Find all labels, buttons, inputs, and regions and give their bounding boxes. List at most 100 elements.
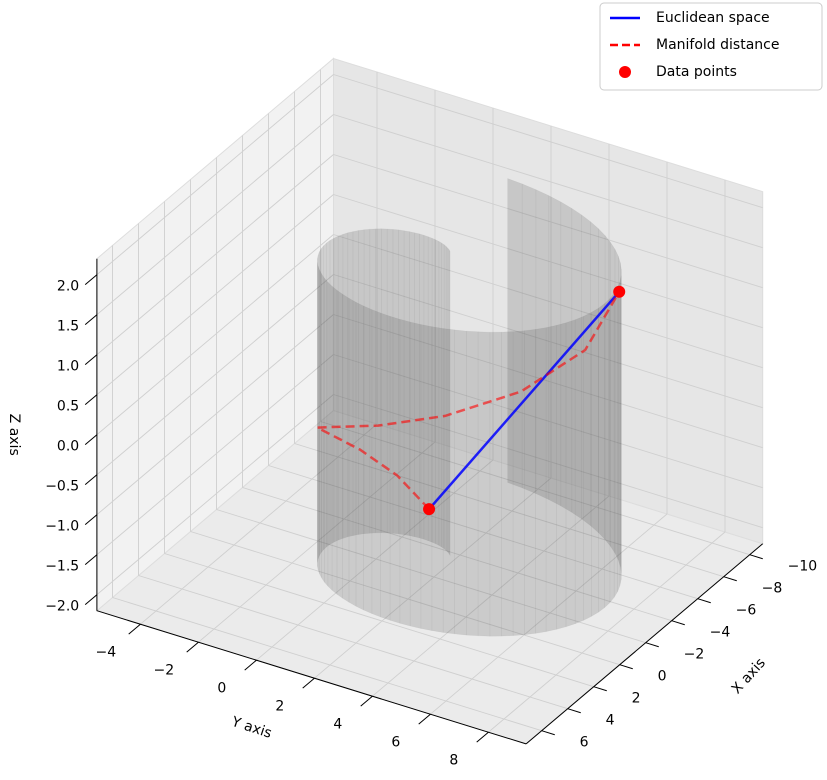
- grid-line: [216, 509, 646, 644]
- surface-facet: [386, 228, 394, 534]
- surface-facet: [619, 275, 622, 586]
- surface-facet: [571, 207, 583, 520]
- x-tick-label: 2: [632, 691, 641, 707]
- surface-facet: [610, 241, 616, 555]
- surface-facet: [604, 234, 611, 548]
- surface-facet: [381, 228, 388, 534]
- surface-facet: [443, 244, 447, 552]
- grid-line: [242, 487, 672, 622]
- surface-facet: [392, 229, 399, 535]
- surface-facet: [320, 244, 324, 554]
- surface-facet: [363, 305, 373, 615]
- surface-facet: [545, 325, 557, 632]
- tick-mark: [84, 594, 98, 605]
- surface-facet: [342, 293, 350, 603]
- surface-facet: [441, 242, 445, 550]
- surface-facet: [333, 235, 339, 543]
- data-point: [423, 503, 436, 516]
- tick-mark: [84, 514, 98, 525]
- surface-facet: [355, 301, 364, 611]
- legend: Euclidean space Manifold distance Data poi…: [599, 2, 823, 91]
- surface-facet: [448, 248, 451, 557]
- grid-line: [333, 154, 763, 289]
- x-tick-label: −6: [736, 603, 757, 619]
- legend-label: Manifold distance: [656, 37, 779, 53]
- surface-facet: [598, 227, 606, 541]
- tick-mark: [541, 730, 555, 736]
- tick-mark: [697, 598, 711, 604]
- surface-facet: [427, 236, 433, 543]
- surface-facet: [431, 237, 437, 545]
- grid-line: [488, 531, 726, 733]
- tick-mark: [476, 731, 489, 743]
- legend-label: Euclidean space: [656, 10, 770, 26]
- tick-mark: [302, 677, 315, 689]
- grid: [96, 69, 763, 733]
- y-tick-label: −2: [153, 662, 174, 678]
- grid-line: [430, 513, 668, 715]
- grid-line: [333, 394, 763, 529]
- swiss-roll-surface: [317, 178, 622, 637]
- surface-facet: [555, 322, 567, 630]
- grid-line: [268, 465, 698, 600]
- surface-facet: [581, 214, 591, 527]
- tick-mark: [567, 708, 581, 714]
- tick-mark: [84, 474, 98, 485]
- axis-line: [96, 610, 527, 745]
- z-tick-label: −1.5: [45, 559, 79, 575]
- grid-line: [96, 274, 334, 476]
- surface-facet: [323, 242, 327, 551]
- surface-facet: [445, 245, 449, 553]
- tick-mark: [619, 664, 633, 670]
- grid-line: [96, 234, 334, 436]
- surface-facet: [574, 315, 585, 625]
- grid-line: [140, 423, 378, 625]
- grid-line: [256, 459, 494, 661]
- surface-facet: [435, 239, 440, 546]
- grid-line: [333, 194, 763, 329]
- surface-facet: [620, 262, 622, 574]
- tick-mark: [84, 314, 98, 325]
- surface-facet: [317, 262, 319, 571]
- surface-facet: [419, 233, 425, 540]
- surface-facet: [501, 331, 514, 637]
- surface-facet: [591, 307, 599, 617]
- grid-line: [333, 74, 763, 209]
- surface-facet: [507, 178, 523, 489]
- surface-facet: [447, 247, 450, 555]
- grid-line: [96, 354, 334, 556]
- surface-facet: [336, 289, 344, 599]
- surface-facet: [329, 237, 335, 545]
- surface-facet: [423, 234, 429, 542]
- tick-mark: [360, 695, 373, 707]
- manifold-path: [312, 291, 621, 510]
- euclidean-line: [428, 290, 621, 510]
- surface-facet: [389, 315, 401, 624]
- grid-line: [294, 443, 724, 578]
- x-tick-label: 0: [658, 669, 667, 685]
- axis-line: [525, 543, 764, 745]
- y-tick-label: 6: [391, 734, 400, 750]
- grid-line: [96, 314, 334, 516]
- tick-mark: [128, 623, 141, 635]
- y-tick-label: 2: [275, 698, 284, 714]
- grid-line: [96, 154, 334, 356]
- surface-facet: [375, 228, 382, 534]
- z-tick-label: 1.5: [57, 319, 79, 335]
- surface-facet: [348, 297, 357, 607]
- surface-facet: [371, 309, 382, 618]
- surface-facet: [420, 324, 433, 631]
- grid-line: [372, 495, 610, 697]
- y-tick-label: 4: [333, 716, 342, 732]
- surface-facet: [399, 318, 411, 627]
- surface-facet: [317, 251, 320, 560]
- surface-facet: [604, 297, 611, 609]
- tick-mark: [84, 354, 98, 365]
- grid-line: [96, 114, 334, 316]
- z-tick-label: −0.5: [45, 479, 79, 495]
- grid-line: [112, 597, 542, 732]
- z-axis-label: Z axis: [6, 414, 22, 456]
- surface-facet: [438, 240, 443, 548]
- y-axis-label: Y axis: [229, 714, 274, 742]
- surface-facet: [617, 281, 621, 592]
